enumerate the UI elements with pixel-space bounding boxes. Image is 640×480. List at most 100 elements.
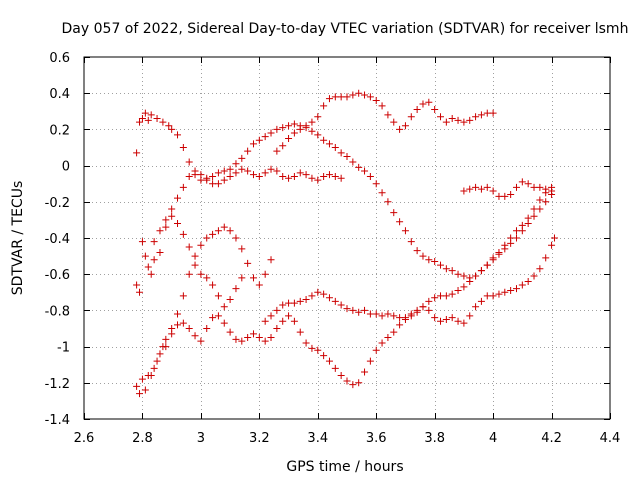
data-point bbox=[133, 281, 141, 289]
data-point bbox=[162, 335, 170, 343]
data-point bbox=[203, 274, 211, 282]
data-point bbox=[372, 310, 380, 318]
data-point bbox=[501, 288, 509, 296]
data-point bbox=[314, 131, 322, 139]
data-point bbox=[279, 172, 287, 180]
data-points bbox=[133, 89, 558, 398]
data-point bbox=[220, 167, 228, 175]
data-point bbox=[407, 113, 415, 121]
series-track-lower-mid bbox=[261, 191, 556, 325]
data-point bbox=[290, 317, 298, 325]
data-point bbox=[483, 292, 491, 300]
data-point bbox=[133, 149, 141, 157]
y-tick-label: -0.2 bbox=[45, 196, 70, 211]
data-point bbox=[331, 144, 339, 151]
data-point bbox=[542, 198, 550, 206]
data-point bbox=[437, 261, 445, 269]
data-point bbox=[530, 272, 538, 280]
data-point bbox=[349, 91, 357, 99]
data-point bbox=[366, 172, 374, 180]
data-point bbox=[495, 250, 503, 258]
data-point bbox=[512, 285, 520, 293]
data-point bbox=[214, 312, 222, 320]
data-point bbox=[472, 113, 480, 121]
data-point bbox=[343, 153, 351, 161]
data-point bbox=[431, 105, 439, 113]
x-tick-label: 3.6 bbox=[366, 431, 387, 446]
data-point bbox=[448, 115, 456, 123]
data-point bbox=[302, 339, 310, 347]
data-point bbox=[302, 171, 310, 179]
data-point bbox=[407, 312, 415, 320]
data-point bbox=[273, 125, 281, 133]
x-tick-label: 2.6 bbox=[74, 431, 95, 446]
data-point bbox=[238, 165, 246, 173]
data-point bbox=[378, 189, 386, 197]
data-point bbox=[530, 212, 538, 220]
data-point bbox=[314, 113, 322, 121]
data-point bbox=[372, 96, 380, 104]
data-point bbox=[296, 328, 304, 336]
data-point bbox=[361, 167, 369, 175]
data-point bbox=[320, 136, 328, 144]
data-point bbox=[331, 172, 339, 180]
data-point bbox=[136, 288, 144, 296]
data-point bbox=[454, 270, 462, 278]
data-point bbox=[495, 192, 503, 200]
data-point bbox=[141, 252, 149, 260]
data-point bbox=[285, 312, 293, 320]
data-point bbox=[209, 314, 217, 322]
data-point bbox=[325, 294, 333, 302]
data-point bbox=[542, 185, 550, 193]
data-point bbox=[179, 292, 187, 300]
data-point bbox=[279, 301, 287, 309]
data-point bbox=[442, 118, 450, 126]
data-point bbox=[226, 165, 234, 173]
data-point bbox=[232, 335, 240, 343]
data-point bbox=[413, 105, 421, 113]
data-point bbox=[285, 134, 293, 142]
data-point bbox=[290, 299, 298, 307]
data-point bbox=[308, 118, 316, 126]
data-point bbox=[261, 133, 269, 141]
plot-frame bbox=[83, 56, 611, 420]
data-point bbox=[466, 277, 474, 285]
data-point bbox=[150, 364, 158, 372]
data-point bbox=[249, 140, 257, 148]
data-point bbox=[343, 93, 351, 101]
data-point bbox=[536, 205, 544, 213]
data-point bbox=[489, 256, 497, 264]
data-point bbox=[168, 205, 176, 213]
data-point bbox=[349, 381, 357, 389]
data-point bbox=[337, 372, 345, 380]
data-point bbox=[518, 281, 526, 289]
series-track-middle bbox=[150, 165, 345, 246]
series-track-upper-arc bbox=[133, 109, 556, 282]
x-tick-label: 3.8 bbox=[424, 431, 445, 446]
series-track-left-scatter bbox=[133, 212, 246, 311]
data-point bbox=[343, 377, 351, 385]
data-point bbox=[431, 294, 439, 302]
data-point bbox=[290, 172, 298, 180]
data-point bbox=[466, 185, 474, 193]
data-point bbox=[361, 306, 369, 314]
data-point bbox=[507, 239, 515, 247]
data-point bbox=[261, 270, 269, 278]
data-point bbox=[191, 332, 199, 340]
data-point bbox=[378, 102, 386, 110]
data-point bbox=[401, 122, 409, 130]
data-point bbox=[483, 261, 491, 269]
data-point bbox=[168, 125, 176, 133]
data-point bbox=[355, 308, 363, 316]
data-point bbox=[238, 154, 246, 162]
data-point bbox=[232, 169, 240, 177]
y-tick-label: 0 bbox=[62, 160, 70, 175]
data-point bbox=[530, 205, 538, 213]
data-point bbox=[442, 292, 450, 300]
grid bbox=[84, 57, 610, 419]
data-point bbox=[179, 230, 187, 238]
data-point bbox=[518, 178, 526, 186]
data-point bbox=[138, 238, 146, 246]
data-point bbox=[141, 109, 149, 117]
data-point bbox=[273, 147, 281, 155]
